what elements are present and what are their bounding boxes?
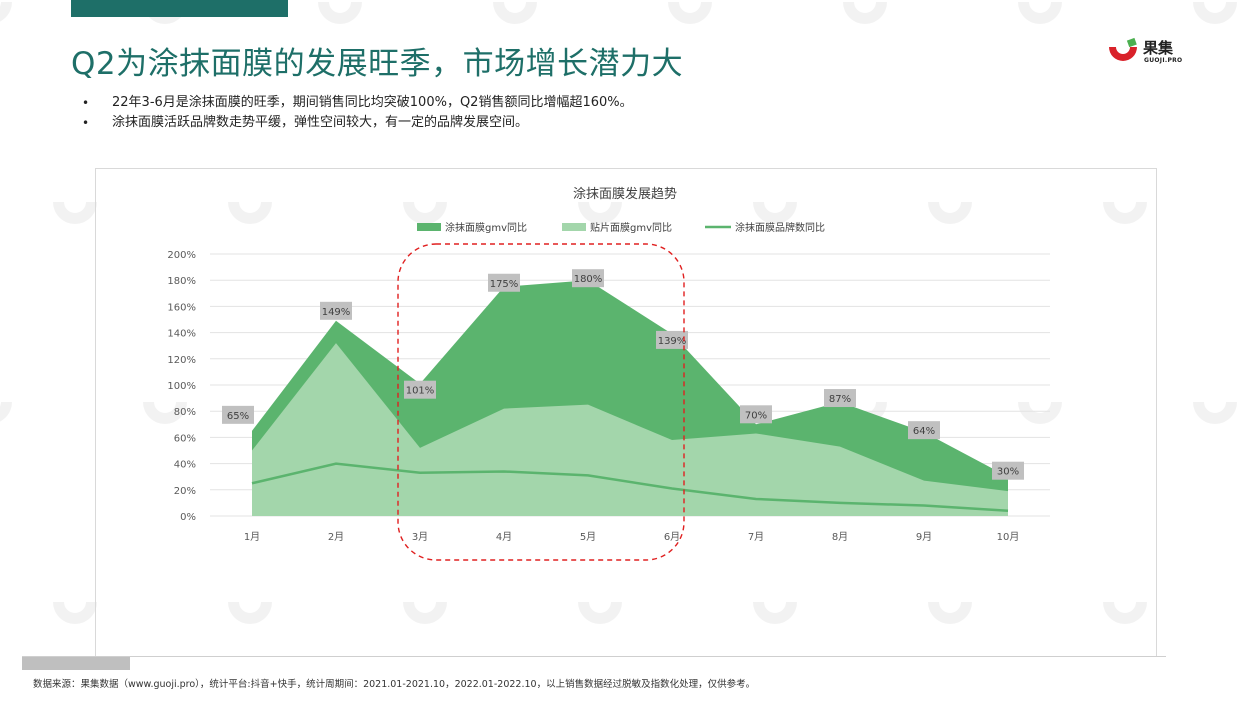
brand-logo: 果集 GUOJI.PRO (1106, 35, 1196, 69)
y-tick-label: 80% (174, 407, 196, 418)
x-tick-label: 7月 (748, 531, 764, 543)
footer-divider (22, 656, 1166, 657)
watermark-logo (835, 0, 895, 44)
y-tick-label: 200% (167, 250, 196, 261)
data-label-box (222, 405, 254, 424)
data-label: 180% (574, 274, 603, 285)
data-label-box (404, 380, 436, 399)
watermark-logo (0, 0, 20, 44)
data-label-box (320, 301, 352, 320)
x-tick-label: 3月 (412, 531, 428, 543)
x-tick-label: 10月 (997, 531, 1020, 543)
legend-swatch (562, 223, 586, 231)
data-label: 175% (490, 279, 519, 290)
data-label-box (656, 330, 688, 349)
x-tick-label: 6月 (664, 531, 680, 543)
data-label-box (488, 273, 520, 292)
y-tick-label: 180% (167, 276, 196, 287)
data-label: 70% (745, 410, 767, 421)
y-tick-label: 60% (174, 433, 196, 444)
x-tick-label: 4月 (496, 531, 512, 543)
y-tick-label: 160% (167, 302, 196, 313)
data-label-box (740, 405, 772, 424)
x-tick-label: 8月 (832, 531, 848, 543)
header-accent-bar (71, 0, 288, 17)
data-label-box (572, 269, 604, 288)
bullet-item: 涂抹面膜活跃品牌数走势平缓，弹性空间较大，有一定的品牌发展空间。 (82, 113, 633, 133)
page-title: Q2为涂抹面膜的发展旺季，市场增长潜力大 (71, 46, 684, 82)
y-tick-label: 0% (180, 512, 196, 523)
data-label-box (908, 421, 940, 440)
logo-icon (1109, 37, 1137, 61)
line-series-brand-count (251, 462, 1009, 513)
x-tick-label: 5月 (580, 531, 596, 543)
y-tick-label: 40% (174, 460, 196, 471)
watermark-logo (1010, 0, 1070, 44)
data-label: 64% (913, 426, 935, 437)
data-label: 65% (227, 411, 249, 422)
logo-name: 果集 (1143, 39, 1174, 57)
watermark-logo (1185, 380, 1245, 444)
data-label: 139% (658, 336, 687, 347)
bullet-item: 22年3-6月是涂抹面膜的旺季，期间销售同比均突破100%，Q2销售额同比增幅超… (82, 93, 633, 113)
data-label: 87% (829, 394, 851, 405)
x-tick-label: 1月 (244, 531, 260, 543)
watermark-logo (0, 380, 20, 444)
legend-label: 涂抹面膜gmv同比 (445, 221, 527, 234)
x-tick-label: 9月 (916, 531, 932, 543)
y-tick-label: 100% (167, 381, 196, 392)
data-label: 30% (997, 467, 1019, 478)
summary-bullets: 22年3-6月是涂抹面膜的旺季，期间销售同比均突破100%，Q2销售额同比增幅超… (82, 93, 633, 133)
data-label: 149% (322, 307, 351, 318)
legend-label: 贴片面膜gmv同比 (590, 221, 672, 234)
data-label: 101% (406, 386, 435, 397)
data-source-note: 数据来源：果集数据（www.guoji.pro），统计平台:抖音+快手，统计周期… (33, 679, 756, 690)
legend-label: 涂抹面膜品牌数同比 (735, 221, 825, 234)
data-label-box (824, 389, 856, 408)
chart-title: 涂抹面膜发展趋势 (573, 186, 677, 202)
legend-swatch (417, 223, 441, 231)
y-tick-label: 140% (167, 329, 196, 340)
footer-accent-block (22, 657, 130, 670)
x-tick-label: 2月 (328, 531, 344, 543)
logo-subtitle: GUOJI.PRO (1144, 57, 1183, 64)
y-tick-label: 20% (174, 486, 196, 497)
y-tick-label: 120% (167, 355, 196, 366)
highlight-box (397, 243, 685, 561)
data-label-box (992, 461, 1024, 480)
